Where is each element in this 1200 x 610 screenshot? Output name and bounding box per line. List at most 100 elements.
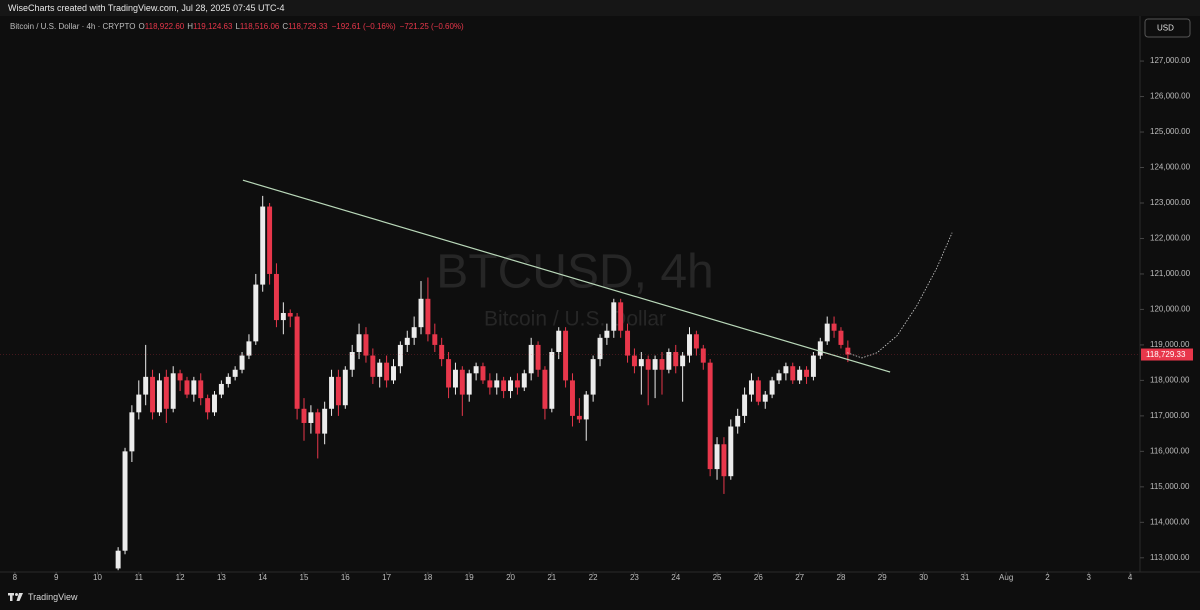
- candle-body: [508, 380, 513, 392]
- candle-body: [150, 376, 156, 413]
- candle-body: [831, 323, 837, 331]
- candle-body: [666, 352, 672, 370]
- candle-body: [748, 380, 754, 395]
- candle-body: [693, 334, 699, 349]
- candle-body: [391, 366, 396, 381]
- candle-body: [136, 394, 142, 413]
- x-tick-label: 11: [135, 573, 144, 582]
- y-tick-label: 125,000.00: [1150, 127, 1191, 136]
- x-tick-label: 26: [754, 573, 763, 582]
- candle-body: [473, 366, 479, 374]
- x-tick-label: 10: [93, 573, 102, 582]
- symbol-line: Bitcoin / U.S. Dollar · 4h · CRYPTO O118,…: [10, 22, 464, 31]
- candle-body: [163, 376, 169, 409]
- candle-body: [707, 362, 713, 470]
- x-tick-label: 25: [713, 573, 722, 582]
- x-tick-label: 8: [13, 573, 18, 582]
- candle-body: [625, 330, 631, 356]
- candle-body: [342, 369, 348, 406]
- candle-body: [783, 366, 789, 374]
- candle-body: [329, 376, 335, 409]
- candle-body: [273, 273, 279, 321]
- candle-body: [652, 359, 658, 370]
- x-tick-label: 9: [54, 573, 59, 582]
- candle-body: [804, 369, 810, 377]
- candle-body: [356, 334, 362, 353]
- candle-body: [315, 412, 321, 434]
- candle-body: [418, 298, 424, 328]
- x-tick-label: 31: [960, 573, 969, 582]
- candle-body: [246, 341, 252, 356]
- candle-body: [521, 373, 527, 388]
- last-price-box: [1141, 348, 1193, 361]
- candle-body: [480, 366, 486, 381]
- candle-body: [439, 344, 445, 360]
- y-tick-label: 114,000.00: [1150, 517, 1190, 526]
- candle-body: [308, 412, 314, 423]
- legend-key: L: [235, 22, 240, 31]
- candle-body: [797, 369, 803, 381]
- candle-body: [638, 359, 644, 367]
- candle-body: [377, 362, 383, 377]
- candle-body: [260, 206, 266, 285]
- candle-body: [590, 359, 596, 395]
- candle-body: [177, 373, 183, 381]
- legend-key: H: [187, 22, 193, 31]
- candle-body: [363, 334, 369, 356]
- candle-body: [232, 369, 238, 377]
- y-tick-label: 116,000.00: [1150, 446, 1190, 455]
- y-tick-label: 122,000.00: [1150, 234, 1191, 243]
- candle-body: [494, 380, 500, 388]
- x-tick-label: 20: [506, 573, 515, 582]
- y-tick-label: 115,000.00: [1150, 482, 1190, 491]
- candle-body: [721, 444, 727, 477]
- trendline: [242, 179, 891, 373]
- candle-body: [514, 380, 520, 388]
- ohlc-legend: O118,922.60 H119,124.63 L118,516.06 C118,72…: [136, 22, 464, 31]
- candle-body: [280, 312, 286, 321]
- candle-body: [576, 415, 582, 420]
- legend-value: 118,922.60: [144, 22, 185, 31]
- candle-body: [549, 352, 555, 409]
- candle-body: [446, 359, 452, 388]
- candle-body: [735, 415, 741, 427]
- candle-body: [301, 408, 307, 423]
- candle-body: [184, 380, 190, 395]
- candle-body: [583, 394, 589, 420]
- y-tick-label: 126,000.00: [1150, 92, 1191, 101]
- candle-body: [218, 383, 224, 395]
- candle-body: [501, 380, 507, 392]
- x-tick-label: 23: [630, 573, 639, 582]
- currency[interactable]: USD: [1157, 24, 1174, 33]
- currency-box[interactable]: [1144, 18, 1191, 38]
- x-tick-label: 27: [795, 573, 804, 582]
- legend-key: C: [282, 22, 289, 31]
- candle-body: [680, 355, 686, 367]
- candle-body: [673, 352, 679, 367]
- candle-body: [542, 369, 548, 409]
- x-tick-label: 21: [547, 573, 556, 582]
- candle-body: [122, 451, 128, 551]
- candle-body: [645, 359, 651, 370]
- candle-body: [253, 284, 259, 342]
- x-tick-label: 29: [878, 573, 887, 582]
- symbol: Bitcoin / U.S. Dollar · 4h · CRYPTO: [10, 22, 136, 31]
- y-tick-label: 121,000.00: [1150, 269, 1191, 278]
- candle-body: [198, 380, 204, 399]
- candle-body: [294, 316, 300, 409]
- candle-body: [466, 373, 472, 395]
- x-tick-label: Aug: [999, 573, 1013, 582]
- y-tick-label: 117,000.00: [1150, 411, 1190, 420]
- x-tick-label: 14: [258, 573, 267, 582]
- candle-body: [156, 380, 162, 413]
- legend-value: 118,516.06: [239, 22, 280, 31]
- logo: [8, 593, 23, 601]
- candle-body: [487, 380, 493, 388]
- candle-body: [170, 373, 176, 409]
- candle-body: [267, 206, 273, 274]
- last-price-label: 118,729.33: [1146, 350, 1186, 359]
- candle-body: [335, 376, 341, 406]
- candle-body: [687, 334, 692, 356]
